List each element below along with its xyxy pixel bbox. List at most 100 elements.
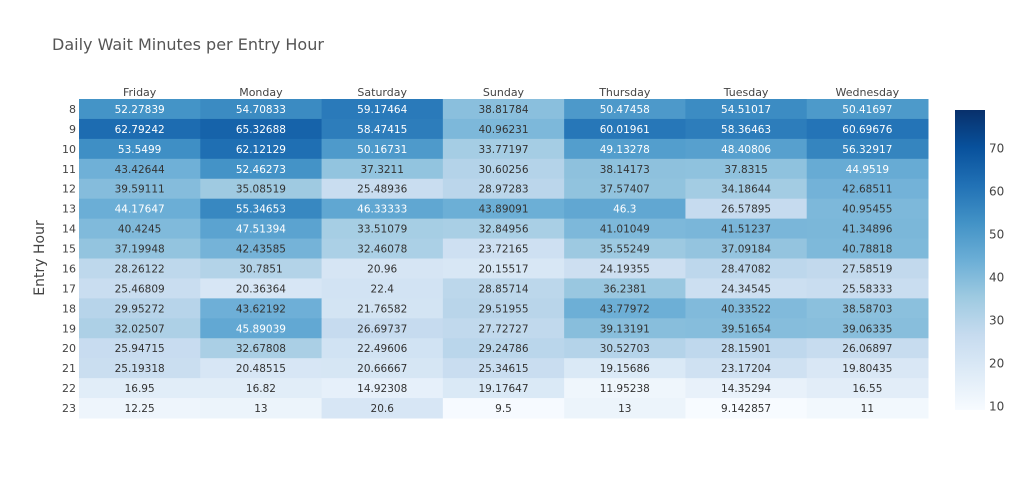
heatmap-cell <box>442 318 565 339</box>
heatmap-cell <box>442 258 565 279</box>
heatmap-cell <box>806 298 929 319</box>
heatmap-cell <box>79 118 201 140</box>
cell-value-label: 37.57407 <box>600 184 650 196</box>
heatmap-cell <box>200 218 323 240</box>
cell-value-label: 27.72727 <box>478 323 528 335</box>
cell-value-label: 42.68511 <box>842 184 892 196</box>
heatmap-cell <box>321 198 444 220</box>
cell-value-label: 29.95272 <box>115 303 165 315</box>
heatmap-cell <box>79 198 201 220</box>
y-tick-label: 13 <box>62 203 76 216</box>
cell-value-label: 39.13191 <box>600 323 650 335</box>
cell-value-label: 34.18644 <box>721 184 771 196</box>
cell-value-label: 40.33522 <box>721 303 771 315</box>
heatmap-cell <box>79 99 201 120</box>
heatmap-cell <box>321 158 444 180</box>
cell-value-label: 13 <box>618 403 631 415</box>
heatmap-cell <box>564 338 686 359</box>
heatmap-cell <box>321 378 444 399</box>
heatmap-cell <box>564 99 686 120</box>
heatmap-cell <box>200 358 323 379</box>
cell-value-label: 40.96231 <box>478 124 528 136</box>
x-tick-labels: Friday Monday Saturday Sunday Thursday Tuesda… <box>123 86 900 99</box>
heatmap-cell <box>806 218 929 240</box>
cell-value-label: 55.34653 <box>236 204 286 216</box>
heatmap-cell <box>685 118 808 140</box>
x-tick-label: Thursday <box>598 86 651 99</box>
colorbar-tick-label: 50 <box>989 228 1004 242</box>
colorbar-tick-label: 60 <box>989 185 1004 199</box>
heatmap-cell <box>806 118 929 140</box>
heatmap-cell <box>321 278 444 299</box>
cell-value-label: 27.58519 <box>842 263 892 275</box>
heatmap-cell <box>564 278 686 299</box>
heatmap-cell <box>79 358 201 379</box>
heatmap-cell <box>685 99 808 120</box>
y-tick-label: 11 <box>62 163 76 176</box>
heatmap-cell <box>685 358 808 379</box>
heatmap-cell <box>806 398 929 419</box>
heatmap-cell <box>564 298 686 319</box>
cell-value-label: 40.4245 <box>118 224 161 236</box>
cell-value-label: 40.95455 <box>842 204 892 216</box>
cell-value-label: 21.76582 <box>357 303 407 315</box>
heatmap-cell <box>442 338 565 359</box>
heatmap-cell <box>200 99 323 120</box>
heatmap-cell <box>564 378 686 399</box>
heatmap-cell <box>321 398 444 419</box>
x-tick-label: Monday <box>239 86 283 99</box>
heatmap-cell <box>200 398 323 419</box>
heatmap-cell <box>321 99 444 120</box>
heatmap-cell <box>321 258 444 279</box>
x-tick-label: Saturday <box>357 86 407 99</box>
cell-value-label: 11 <box>861 403 874 415</box>
heatmap-cell <box>442 138 565 160</box>
heatmap-cell <box>564 218 686 240</box>
y-tick-label: 17 <box>62 282 76 295</box>
heatmap-cell <box>79 378 201 399</box>
cell-value-label: 43.42644 <box>115 164 165 176</box>
y-tick-labels: 8 9 10 11 12 13 14 15 16 17 18 19 20 21 22 23 <box>62 103 76 415</box>
cell-value-label: 46.33333 <box>357 204 407 216</box>
cell-value-label: 33.51079 <box>357 224 407 236</box>
cell-value-label: 52.46273 <box>236 164 286 176</box>
cell-value-label: 60.01961 <box>600 124 650 136</box>
cell-value-label: 20.15517 <box>478 263 528 275</box>
heatmap-cell <box>442 118 565 140</box>
heatmap-cell <box>79 218 201 240</box>
heatmap-cell <box>79 298 201 319</box>
cell-value-label: 49.13278 <box>600 144 650 156</box>
heatmap-cell <box>79 138 201 160</box>
heatmap-cell <box>806 258 929 279</box>
heatmap-cell <box>685 138 808 160</box>
heatmap-cell <box>806 99 929 120</box>
cell-value-label: 25.48936 <box>357 184 407 196</box>
colorbar-tick-label: 70 <box>989 142 1004 156</box>
heatmap-cell <box>564 238 686 259</box>
heatmap-cell <box>564 158 686 180</box>
heatmap-cell <box>685 158 808 180</box>
heatmap-cell <box>685 278 808 299</box>
heatmap-cell <box>79 338 201 359</box>
heatmap-cell <box>321 238 444 259</box>
heatmap-cell <box>564 318 686 339</box>
y-tick-label: 21 <box>62 362 76 375</box>
y-tick-label: 8 <box>69 103 76 116</box>
heatmap-cell <box>806 318 929 339</box>
cell-value-label: 16.55 <box>852 383 882 395</box>
cell-value-label: 58.47415 <box>357 124 407 136</box>
heatmap-cell <box>685 218 808 240</box>
cell-value-label: 40.78818 <box>842 244 892 256</box>
heatmap-cell <box>200 118 323 140</box>
heatmap-cell <box>200 178 323 200</box>
cell-value-label: 37.3211 <box>361 164 404 176</box>
cell-value-label: 19.15686 <box>600 363 650 375</box>
y-tick-label: 19 <box>62 322 76 335</box>
cell-value-label: 38.81784 <box>478 104 528 116</box>
heatmap-cell <box>321 318 444 339</box>
heatmap-cell <box>806 158 929 180</box>
heatmap-cell <box>321 218 444 240</box>
cell-value-label: 20.48515 <box>236 363 286 375</box>
